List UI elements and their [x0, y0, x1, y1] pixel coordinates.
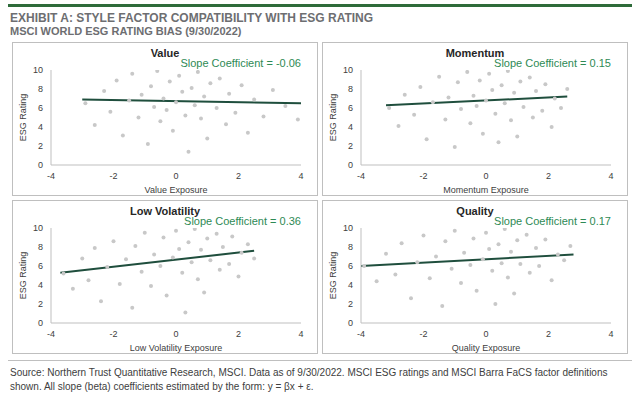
html-text:MSCI WORLD ESG RATING BIAS (9/: MSCI WORLD ESG RATING BIAS (9/30/2022): [10, 25, 242, 37]
svg-text:-4: -4: [47, 329, 55, 339]
svg-text:-4: -4: [47, 171, 55, 181]
svg-text:6: 6: [348, 261, 353, 271]
svg-text:6: 6: [348, 103, 353, 113]
svg-text:Momentum Exposure: Momentum Exposure: [443, 185, 529, 195]
svg-text:0: 0: [173, 171, 178, 181]
svg-text:4: 4: [38, 280, 43, 290]
svg-text:8: 8: [348, 84, 353, 94]
svg-text:8: 8: [38, 84, 43, 94]
svg-text:10: 10: [33, 65, 43, 75]
svg-text:8: 8: [38, 242, 43, 252]
html-text:Value: Value: [150, 47, 180, 59]
svg-text:10: 10: [33, 223, 43, 233]
svg-text:2: 2: [38, 141, 43, 151]
svg-text:2: 2: [236, 171, 241, 181]
svg-text:4: 4: [608, 171, 613, 181]
svg-text:2: 2: [546, 329, 551, 339]
html-text:Low Volatility: Low Volatility: [130, 205, 200, 217]
html-text:Slope Coefficient = 0.36: Slope Coefficient = 0.36: [184, 215, 301, 227]
svg-text:8: 8: [348, 242, 353, 252]
html-text:Source: Northern Trust Quantit: Source: Northern Trust Quantitative Rese…: [10, 367, 608, 392]
svg-text:6: 6: [38, 103, 43, 113]
svg-text:4: 4: [298, 329, 303, 339]
svg-text:4: 4: [348, 280, 353, 290]
svg-text:4: 4: [608, 329, 613, 339]
svg-text:0: 0: [38, 318, 43, 328]
svg-text:0: 0: [38, 160, 43, 170]
svg-text:ESG Rating: ESG Rating: [18, 252, 28, 300]
svg-text:0: 0: [348, 160, 353, 170]
svg-text:ESG Rating: ESG Rating: [328, 252, 338, 300]
svg-text:-4: -4: [357, 171, 365, 181]
svg-text:4: 4: [348, 122, 353, 132]
svg-text:0: 0: [483, 329, 488, 339]
svg-text:ESG Rating: ESG Rating: [18, 94, 28, 142]
svg-text:0: 0: [348, 318, 353, 328]
html-text:Slope Coefficient = 0.15: Slope Coefficient = 0.15: [494, 57, 611, 69]
svg-text:-2: -2: [419, 329, 427, 339]
svg-text:Quality Exposure: Quality Exposure: [452, 343, 521, 353]
html-text:Slope Coefficient = 0.17: Slope Coefficient = 0.17: [494, 215, 611, 227]
svg-text:6: 6: [38, 261, 43, 271]
html-text:Momentum: Momentum: [445, 47, 505, 59]
html-text:EXHIBIT A: STYLE FACTOR COMPAT: EXHIBIT A: STYLE FACTOR COMPATIBILITY WI…: [10, 11, 374, 25]
svg-text:2: 2: [38, 299, 43, 309]
svg-text:Low Volatility Exposure: Low Volatility Exposure: [130, 343, 223, 353]
svg-text:Value Exposure: Value Exposure: [145, 185, 208, 195]
svg-text:-2: -2: [419, 171, 427, 181]
svg-text:-4: -4: [357, 329, 365, 339]
svg-text:-2: -2: [109, 329, 117, 339]
svg-text:4: 4: [298, 171, 303, 181]
svg-text:2: 2: [236, 329, 241, 339]
svg-text:-2: -2: [109, 171, 117, 181]
html-text:Slope Coefficient = -0.06: Slope Coefficient = -0.06: [180, 57, 301, 69]
svg-text:10: 10: [343, 223, 353, 233]
svg-text:0: 0: [483, 171, 488, 181]
svg-text:2: 2: [348, 299, 353, 309]
html-text:Quality: Quality: [456, 205, 494, 217]
svg-text:2: 2: [348, 141, 353, 151]
svg-text:10: 10: [343, 65, 353, 75]
svg-text:4: 4: [38, 122, 43, 132]
svg-text:2: 2: [546, 171, 551, 181]
svg-text:ESG Rating: ESG Rating: [328, 94, 338, 142]
svg-text:0: 0: [173, 329, 178, 339]
